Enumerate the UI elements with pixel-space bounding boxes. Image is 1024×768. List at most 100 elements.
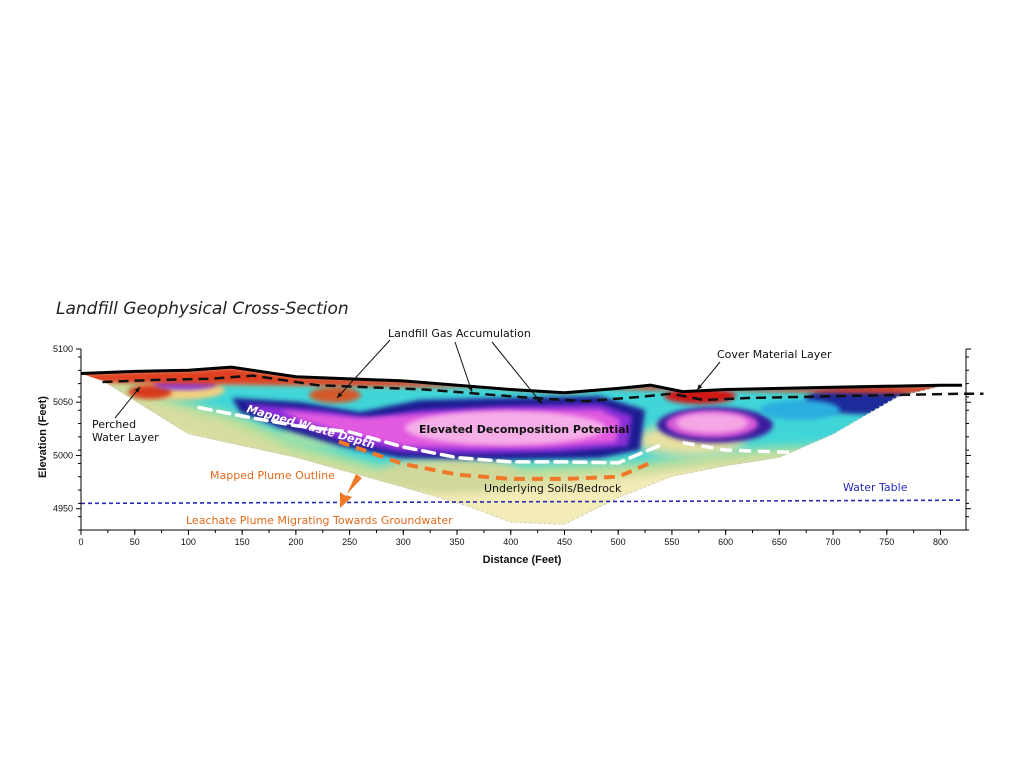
boundary-dot bbox=[553, 523, 556, 525]
boundary-dot bbox=[118, 390, 121, 393]
boundary-dot bbox=[925, 388, 928, 391]
boundary-dot bbox=[603, 503, 606, 506]
boundary-dot bbox=[576, 516, 580, 520]
boundary-dot bbox=[131, 398, 134, 401]
boundary-dot bbox=[476, 509, 479, 512]
boundary-dot bbox=[348, 471, 351, 474]
boundary-dot bbox=[270, 451, 273, 454]
leader-perched bbox=[114, 386, 141, 419]
boundary-dot bbox=[567, 521, 571, 524]
boundary-dot bbox=[397, 485, 400, 488]
boundary-dot bbox=[265, 450, 268, 453]
boundary-dot bbox=[412, 489, 415, 492]
boundary-dot bbox=[319, 463, 322, 466]
boundary-dot bbox=[657, 481, 660, 484]
leachate-plume-label: Leachate Plume Migrating Towards Groundw… bbox=[186, 514, 453, 527]
boundary-dot bbox=[504, 519, 508, 522]
x-tick-label: 650 bbox=[772, 537, 787, 547]
boundary-dot bbox=[250, 446, 253, 450]
x-tick-label: 450 bbox=[557, 537, 572, 547]
boundary-dot bbox=[289, 455, 293, 458]
boundary-dot bbox=[590, 510, 593, 513]
boundary-dot bbox=[778, 456, 781, 459]
boundary-dot bbox=[896, 395, 899, 398]
boundary-dot bbox=[724, 465, 727, 468]
boundary-dot bbox=[695, 470, 698, 473]
boundary-dot bbox=[581, 514, 584, 517]
boundary-dot bbox=[299, 457, 302, 461]
boundary-dot bbox=[915, 391, 918, 394]
boundary-dot bbox=[407, 487, 410, 490]
boundary-dot bbox=[461, 504, 464, 507]
boundary-dot bbox=[768, 458, 771, 461]
boundary-dot bbox=[382, 480, 385, 484]
boundary-dot bbox=[719, 466, 722, 469]
boundary-dot bbox=[652, 482, 656, 485]
boundary-dot bbox=[648, 484, 651, 487]
boundary-dot bbox=[161, 417, 164, 420]
water-table-label: Water Table bbox=[843, 481, 908, 494]
boundary-dot bbox=[436, 496, 440, 499]
boundary-dot bbox=[338, 468, 341, 471]
boundary-dot bbox=[594, 508, 597, 511]
boundary-dot bbox=[471, 507, 474, 510]
boundary-dot bbox=[280, 453, 283, 456]
boundary-dot bbox=[368, 476, 371, 479]
leader-cover-head bbox=[697, 384, 703, 390]
boundary-dot bbox=[170, 422, 173, 425]
boundary-dot bbox=[714, 467, 718, 470]
boundary-dot bbox=[836, 430, 839, 433]
boundary-dot bbox=[197, 435, 200, 438]
boundary-dot bbox=[744, 461, 747, 465]
x-tick-label: 800 bbox=[933, 537, 948, 547]
boundary-dot bbox=[148, 409, 151, 412]
boundary-dot bbox=[466, 505, 469, 508]
boundary-dot bbox=[853, 420, 856, 423]
boundary-dot bbox=[892, 398, 895, 401]
x-tick-label: 550 bbox=[664, 537, 679, 547]
y-tick-label: 4950 bbox=[53, 504, 73, 514]
boundary-dot bbox=[192, 434, 195, 437]
interpretation-overlays bbox=[80, 339, 984, 508]
boundary-dot bbox=[543, 522, 547, 525]
boundary-dot bbox=[509, 521, 512, 524]
boundary-dot bbox=[226, 441, 229, 444]
boundary-dot bbox=[844, 425, 848, 428]
boundary-dot bbox=[427, 493, 430, 496]
x-tick-label: 150 bbox=[235, 537, 250, 547]
boundary-dot bbox=[870, 410, 873, 413]
y-axis-label: Elevation (Feet) bbox=[37, 396, 49, 478]
x-tick-label: 300 bbox=[396, 537, 411, 547]
boundary-dot bbox=[800, 446, 803, 449]
boundary-dot bbox=[441, 498, 445, 501]
landfill-gas-label: Landfill Gas Accumulation bbox=[388, 327, 531, 340]
cover-base-line bbox=[102, 374, 984, 403]
boundary-dot bbox=[157, 414, 160, 417]
boundary-dot bbox=[165, 419, 169, 422]
boundary-dot bbox=[621, 495, 624, 498]
boundary-dot bbox=[329, 466, 332, 469]
boundary-dot bbox=[879, 405, 882, 408]
boundary-dot bbox=[514, 521, 517, 524]
boundary-dot bbox=[236, 443, 239, 446]
x-tick-label: 100 bbox=[181, 537, 196, 547]
x-tick-label: 700 bbox=[826, 537, 841, 547]
boundary-dot bbox=[110, 385, 113, 388]
boundary-dot bbox=[626, 493, 629, 496]
x-tick-label: 350 bbox=[450, 537, 465, 547]
boundary-dot bbox=[805, 444, 808, 447]
boundary-dot bbox=[809, 442, 812, 445]
boundary-dot bbox=[221, 440, 224, 443]
boundary-dot bbox=[883, 403, 886, 406]
boundary-dot bbox=[481, 510, 484, 513]
boundary-dot bbox=[485, 512, 488, 515]
boundary-dot bbox=[814, 440, 817, 444]
boundary-dot bbox=[548, 523, 551, 525]
boundary-dot bbox=[534, 522, 537, 525]
boundary-dot bbox=[866, 413, 869, 416]
x-tick-label: 600 bbox=[718, 537, 733, 547]
underlying-soils-label: Underlying Soils/Bedrock bbox=[484, 482, 622, 495]
boundary-dot bbox=[763, 458, 766, 461]
boundary-dot bbox=[372, 478, 376, 481]
